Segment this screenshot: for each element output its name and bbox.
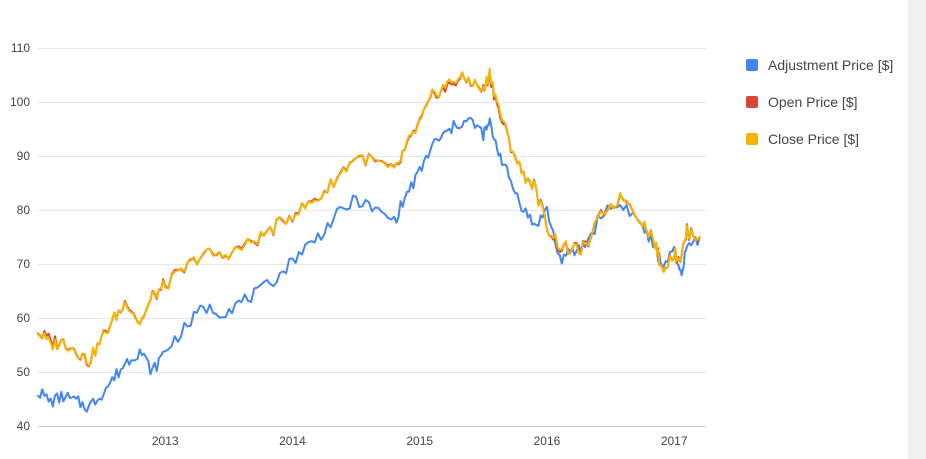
series-line-adjustment[interactable] — [37, 116, 701, 413]
x-tick-label: 2014 — [279, 434, 306, 448]
legend-label-adjustment: Adjustment Price [$] — [768, 56, 894, 73]
y-tick-label: 100 — [10, 95, 30, 109]
series-lines — [37, 67, 701, 413]
legend-swatch-adjustment — [746, 58, 758, 71]
y-tick-label: 70 — [17, 257, 31, 271]
series-line-close[interactable] — [37, 67, 701, 367]
y-tick-label: 80 — [17, 203, 31, 217]
x-tick-label: 2017 — [661, 434, 688, 448]
axes: 40 50 60 70 80 90 100 110 2013 2014 2015 2016 2017 — [10, 41, 706, 448]
gridlines — [38, 48, 706, 427]
x-tick-label: 2016 — [534, 434, 561, 448]
legend-label-close: Close Price [$] — [768, 130, 860, 147]
legend-item-close[interactable]: Close Price [$] — [746, 120, 893, 157]
y-tick-label: 110 — [11, 41, 30, 55]
legend-item-open[interactable]: Open Price [$] — [746, 83, 893, 120]
y-tick-label: 90 — [17, 149, 31, 163]
legend-swatch-open — [746, 95, 758, 108]
legend-swatch-close — [746, 132, 758, 145]
y-tick-label: 40 — [17, 419, 31, 433]
legend-item-adjustment[interactable]: Adjustment Price [$] — [746, 46, 893, 83]
legend-label-open: Open Price [$] — [768, 93, 858, 110]
legend: Adjustment Price [$] Open Price [$] Clos… — [746, 46, 893, 157]
y-tick-label: 60 — [17, 311, 31, 325]
x-tick-label: 2015 — [406, 434, 433, 448]
y-tick-label: 50 — [17, 365, 31, 379]
x-tick-label: 2013 — [152, 434, 179, 448]
